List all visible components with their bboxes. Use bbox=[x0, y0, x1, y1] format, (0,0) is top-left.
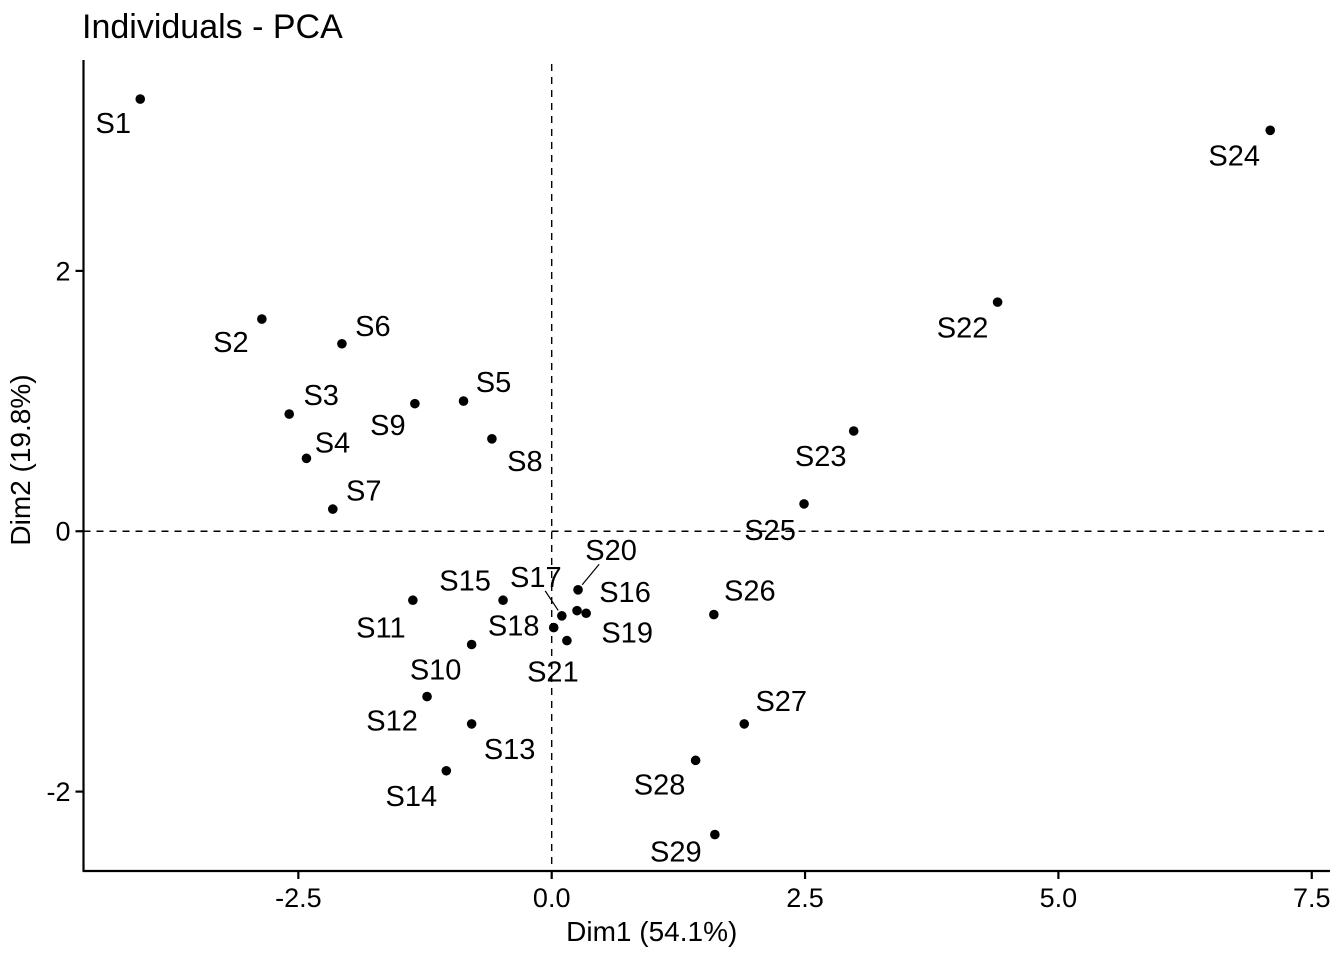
point-label-S13: S13 bbox=[484, 734, 536, 766]
point-label-S2: S2 bbox=[213, 327, 248, 359]
y-tick-label: 0 bbox=[55, 517, 70, 547]
x-tick-label: 7.5 bbox=[1293, 883, 1331, 913]
point-label-S19: S19 bbox=[601, 617, 653, 649]
data-point-S22 bbox=[992, 297, 1003, 307]
x-tick-label: 2.5 bbox=[786, 883, 824, 913]
data-point-S5 bbox=[458, 396, 469, 406]
y-axis-title: Dim2 (19.8%) bbox=[5, 374, 36, 545]
data-point-S12 bbox=[422, 691, 432, 702]
y-tick-label: 2 bbox=[55, 256, 70, 286]
data-point-S17 bbox=[557, 611, 567, 621]
point-label-S22: S22 bbox=[937, 312, 989, 344]
x-axis-title: Dim1 (54.1%) bbox=[566, 916, 737, 947]
point-label-S5: S5 bbox=[476, 367, 511, 399]
point-label-S7: S7 bbox=[346, 475, 381, 507]
point-label-S15: S15 bbox=[439, 565, 491, 597]
data-point-S25 bbox=[799, 499, 809, 509]
data-points-layer bbox=[135, 94, 1276, 840]
label-leader-lines bbox=[544, 563, 600, 611]
point-label-S18: S18 bbox=[488, 611, 540, 643]
chart-title: Individuals - PCA bbox=[82, 8, 343, 46]
point-label-S17: S17 bbox=[510, 562, 562, 594]
data-point-S9 bbox=[410, 398, 420, 409]
point-label-S28: S28 bbox=[634, 769, 686, 801]
data-point-S3 bbox=[284, 409, 295, 419]
data-point-S16 bbox=[572, 605, 582, 616]
point-label-S27: S27 bbox=[755, 686, 807, 718]
point-label-S20: S20 bbox=[585, 535, 637, 567]
point-label-S11: S11 bbox=[356, 612, 405, 644]
x-tick-label: -2.5 bbox=[275, 883, 322, 913]
point-label-S8: S8 bbox=[507, 446, 542, 478]
point-label-S9: S9 bbox=[370, 410, 405, 442]
data-point-S21 bbox=[562, 635, 572, 646]
data-point-S24 bbox=[1265, 125, 1276, 136]
leader-line-S20 bbox=[581, 563, 600, 586]
data-point-S1 bbox=[135, 94, 146, 104]
data-point-S6 bbox=[337, 338, 347, 349]
data-point-S26 bbox=[709, 609, 719, 620]
leader-line-S17 bbox=[544, 590, 559, 611]
data-point-S8 bbox=[487, 434, 497, 444]
data-point-S11 bbox=[408, 595, 418, 606]
data-point-S20 bbox=[573, 585, 583, 595]
point-label-S24: S24 bbox=[1208, 140, 1260, 172]
point-label-S25: S25 bbox=[744, 515, 796, 547]
point-label-S21: S21 bbox=[527, 657, 579, 689]
data-point-S14 bbox=[441, 765, 452, 776]
data-point-S19 bbox=[581, 608, 591, 619]
data-point-S27 bbox=[739, 719, 750, 729]
y-tick-label: -2 bbox=[46, 777, 70, 807]
data-point-S15 bbox=[498, 595, 508, 606]
data-point-S29 bbox=[710, 829, 720, 840]
point-label-S3: S3 bbox=[303, 380, 338, 412]
data-point-S4 bbox=[301, 453, 312, 464]
data-point-S18 bbox=[548, 622, 559, 633]
y-axis-ticks: -2 0 2 bbox=[46, 256, 84, 807]
point-label-S1: S1 bbox=[96, 108, 131, 140]
point-label-S4: S4 bbox=[315, 427, 350, 459]
point-label-S14: S14 bbox=[385, 781, 437, 813]
x-tick-label: 5.0 bbox=[1040, 883, 1078, 913]
x-axis-ticks: -2.5 0.0 2.5 5.0 7.5 bbox=[275, 871, 1331, 913]
x-tick-label: 0.0 bbox=[533, 883, 571, 913]
point-label-S16: S16 bbox=[599, 577, 651, 609]
data-point-S13 bbox=[466, 719, 477, 729]
point-label-S29: S29 bbox=[650, 837, 702, 869]
point-label-S12: S12 bbox=[366, 706, 418, 738]
point-label-S6: S6 bbox=[355, 311, 390, 343]
data-point-S28 bbox=[690, 755, 701, 766]
point-label-S23: S23 bbox=[795, 441, 847, 473]
point-label-S26: S26 bbox=[724, 576, 776, 608]
data-point-S7 bbox=[328, 504, 338, 514]
data-point-S10 bbox=[466, 639, 477, 650]
point-label-S10: S10 bbox=[410, 655, 462, 687]
data-point-S2 bbox=[257, 314, 267, 324]
data-point-S23 bbox=[848, 426, 859, 436]
